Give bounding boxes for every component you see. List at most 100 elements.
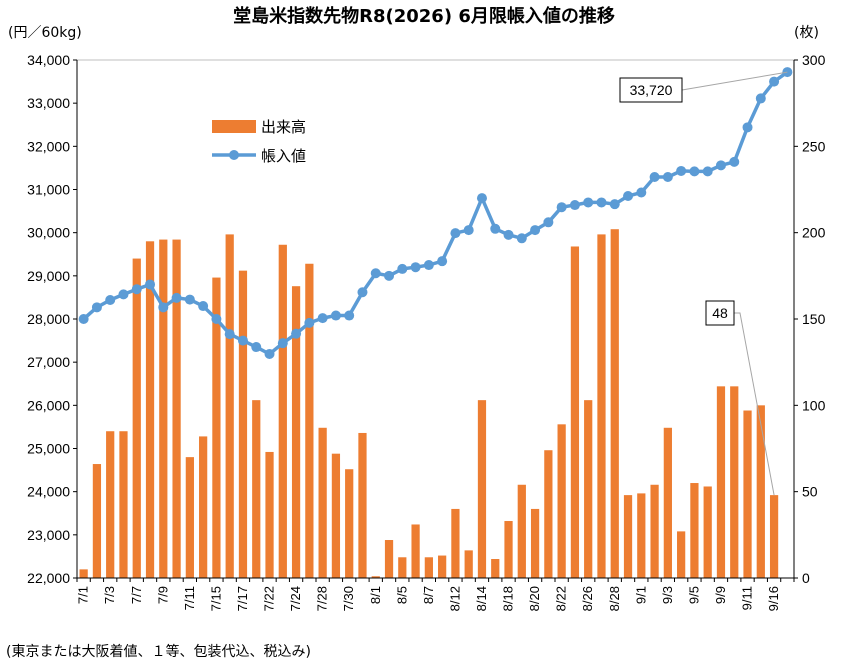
x-tick-label: 9/16 [766, 586, 781, 611]
settlement-point [357, 287, 368, 298]
settlement-point [145, 279, 156, 290]
volume-bar [530, 508, 540, 578]
volume-bar [424, 557, 433, 578]
volume-bar [92, 464, 102, 578]
volume-bar [650, 484, 659, 578]
settlement-point [198, 301, 209, 312]
settlement-point [304, 317, 315, 328]
left-tick-label: 28,000 [27, 311, 70, 327]
volume-bar [291, 286, 301, 578]
legend: 出来高 帳入値 [212, 118, 306, 165]
x-tick-label: 8/14 [474, 586, 489, 611]
x-tick-label: 7/22 [262, 586, 277, 611]
x-tick-label: 9/1 [633, 586, 648, 604]
x-tick-label: 8/18 [501, 586, 516, 611]
settlement-point [609, 199, 620, 210]
volume-bar [199, 436, 208, 578]
x-tick-label: 7/11 [182, 586, 197, 610]
callouts: 33,720 48 [619, 71, 788, 496]
x-tick-label: 8/12 [447, 586, 462, 611]
settlement-point [437, 256, 448, 267]
settlement-point [623, 190, 634, 201]
settlement-point [251, 342, 262, 353]
legend-line-marker [229, 150, 239, 160]
plot-frame [76, 59, 795, 579]
left-tick-label: 32,000 [27, 138, 70, 154]
chart-title: 堂島米指数先物R8(2026) 6月限帳入値の推移 [233, 5, 615, 27]
settlement-point [715, 160, 726, 171]
settlement-point [423, 260, 434, 271]
settlement-point [543, 217, 554, 228]
x-tick-label: 8/5 [394, 586, 409, 604]
left-tick-label: 22,000 [27, 570, 70, 586]
settlement-point [463, 225, 474, 236]
left-axis-labels: 22,000 23,000 24,000 25,000 26,000 27,000 28,0… [27, 52, 70, 586]
volume-bar [544, 450, 553, 578]
settlement-point [237, 335, 248, 346]
volume-bar [358, 432, 367, 578]
settlement-point [636, 187, 647, 198]
settlement-point [91, 302, 102, 313]
left-tick-label: 30,000 [27, 225, 70, 241]
volume-bar [677, 531, 686, 578]
settlement-point [277, 338, 288, 349]
settlement-point [742, 122, 753, 133]
settlement-point [530, 225, 541, 236]
volume-bar [584, 400, 593, 578]
volume-bar [79, 569, 88, 578]
settlement-point [569, 200, 580, 211]
volume-bar [411, 524, 420, 578]
right-tick-label: 100 [802, 397, 826, 413]
x-tick-label: 8/28 [607, 586, 622, 611]
left-tick-label: 31,000 [27, 182, 70, 198]
volume-bar [477, 400, 487, 578]
settlement-point [78, 314, 89, 324]
volume-bar [663, 427, 672, 578]
volume-bar [610, 229, 619, 579]
settlement-point [105, 295, 116, 306]
volume-bar [238, 270, 248, 578]
left-tick-label: 26,000 [27, 397, 70, 413]
volume-bar [265, 451, 274, 578]
settlement-point [118, 289, 129, 300]
settlement-point [291, 328, 302, 339]
settlement-point [556, 202, 567, 213]
volume-bar [637, 493, 646, 578]
settlement-point [344, 310, 355, 321]
volume-bar [345, 469, 354, 578]
settlement-point [729, 156, 740, 167]
volume-bar [557, 424, 566, 578]
x-tick-label: 9/11 [740, 586, 755, 610]
x-tick-label: 7/30 [341, 586, 356, 611]
settlement-point [769, 76, 780, 87]
volume-bar [703, 486, 712, 578]
settlement-point [211, 314, 222, 324]
settlement-point [317, 313, 328, 324]
settlement-point [649, 171, 660, 182]
volume-bar [756, 405, 765, 578]
settlement-point [131, 284, 142, 295]
x-tick-label: 7/9 [155, 586, 170, 604]
volume-bar [318, 427, 327, 578]
axes [73, 59, 798, 582]
legend-label-settlement: 帳入値 [261, 147, 306, 165]
legend-bar-swatch [212, 120, 256, 133]
left-tick-label: 23,000 [27, 527, 70, 543]
volume-bar [491, 559, 500, 578]
x-tick-label: 9/9 [713, 586, 728, 604]
x-tick-label: 7/24 [288, 586, 303, 611]
settlement-point [503, 229, 514, 240]
settlement-point [676, 165, 687, 176]
plot-area-frame [76, 59, 795, 579]
x-tick-label: 8/20 [527, 586, 542, 611]
x-tick-label: 8/1 [368, 586, 383, 604]
volume-bar [305, 263, 314, 578]
volume-bar [398, 557, 407, 578]
settlement-point [702, 166, 713, 177]
settlement-point [596, 197, 607, 208]
right-tick-label: 200 [802, 225, 826, 241]
callout-label-volume: 48 [712, 305, 728, 321]
right-axis-unit: (枚) [794, 25, 819, 41]
settlement-point [384, 270, 395, 281]
